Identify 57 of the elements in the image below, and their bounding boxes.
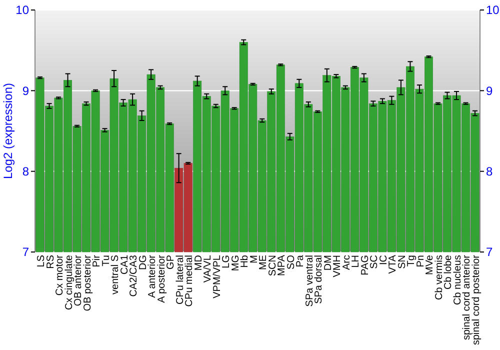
x-tick-label: PAG <box>360 254 371 276</box>
x-tick-label: Cx motor <box>54 254 66 296</box>
x-tick-label: DG <box>138 254 149 270</box>
x-tick-label: SPa ventral <box>304 255 316 307</box>
x-tick-label: Tu <box>100 255 112 266</box>
x-tick-label: Cb vermis <box>434 255 445 300</box>
x-tick-label: Arc <box>341 255 352 270</box>
x-tick-label: Pn <box>415 255 426 268</box>
x-tick-label: ventral S <box>110 254 122 294</box>
x-tick-label: spinal cord anterior <box>462 254 473 340</box>
x-tick-label: Pa <box>295 254 306 268</box>
x-tick-label: VMH <box>332 255 344 278</box>
y-axis-title: Log2 (expression) <box>1 82 15 180</box>
x-tick-label: A posterior <box>156 254 168 303</box>
x-tick-label: Cb nucleus <box>452 255 464 306</box>
x-tick-label: MG <box>230 254 242 272</box>
x-tick-label: CPu lateral <box>174 255 186 304</box>
y-tick-label: 9 <box>22 84 30 98</box>
y2-tick-label: 8 <box>486 164 493 179</box>
x-tick-label: MD <box>193 255 204 271</box>
x-tick-label: MPA <box>276 254 288 276</box>
x-tick-label: LG <box>221 254 232 268</box>
x-tick-label: SN <box>396 255 408 269</box>
x-tick-label: VTA <box>388 254 399 274</box>
x-tick-label: CA1 <box>119 254 130 274</box>
x-tick-label: IC <box>378 255 390 265</box>
x-tick-label: SPa dorsal <box>314 255 325 304</box>
x-tick-label: M <box>248 255 260 264</box>
x-tick-label: ME <box>258 254 270 270</box>
x-tick-label: Hb <box>240 254 251 268</box>
x-tick-label: CA2/CA3 <box>128 254 140 297</box>
x-tick-label: DM <box>322 255 334 271</box>
y-tick-label: 7 <box>22 245 30 260</box>
x-tick-label: Cx cingulate <box>64 254 75 310</box>
x-tick-label: LH <box>350 255 362 268</box>
x-tick-label: MVe <box>424 254 436 276</box>
y-tick-label: 8 <box>22 164 30 179</box>
y-tick-label: 10 <box>16 3 30 18</box>
x-tick-label: GP <box>166 254 177 270</box>
x-tick-label: VPM/VPL <box>212 254 223 298</box>
x-tick-label: VA/VL <box>202 254 214 283</box>
x-tick-label: SCN <box>267 255 278 276</box>
x-tick-label: OB anterior <box>73 254 84 306</box>
x-tick-label: Pir <box>92 254 103 268</box>
x-tick-label: SC <box>369 255 380 269</box>
x-tick-label: Cb lobe <box>443 254 454 290</box>
x-tick-label: CPu medial <box>184 255 196 307</box>
x-tick-label: SO <box>286 254 297 270</box>
y2-tick-label: 10 <box>486 3 500 18</box>
x-tick-label: LS <box>36 254 47 268</box>
x-tick-label: RS <box>45 254 56 269</box>
x-tick-label: A anterior <box>147 254 158 298</box>
x-tick-label: spinal cord posterior <box>471 254 482 346</box>
y2-tick-label: 9 <box>486 84 493 98</box>
x-tick-label: Tg <box>406 255 418 267</box>
x-tick-label: OB posterior <box>82 254 94 312</box>
y2-tick-label: 7 <box>486 245 493 260</box>
